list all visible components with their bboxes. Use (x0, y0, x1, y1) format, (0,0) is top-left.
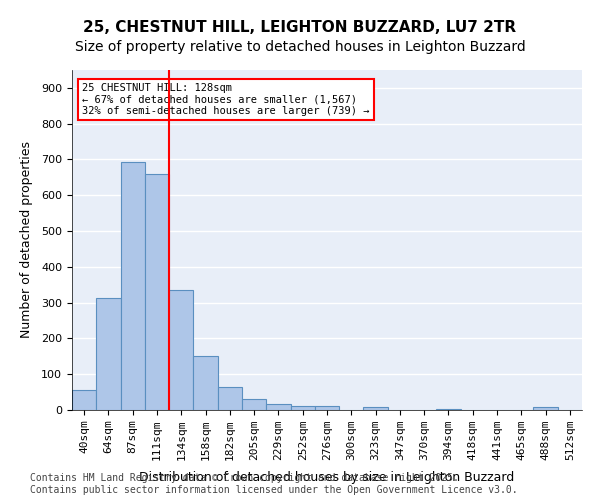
Bar (145, 174, 169, 410)
Bar (315, 406, 339, 410)
Bar (121, 162, 145, 410)
Bar (364, 407, 388, 410)
Bar (436, 408, 461, 410)
Y-axis label: Number of detached properties: Number of detached properties (20, 142, 33, 338)
Text: 25 CHESTNUT HILL: 128sqm
← 67% of detached houses are smaller (1,567)
32% of sem: 25 CHESTNUT HILL: 128sqm ← 67% of detach… (82, 83, 370, 116)
Bar (218, 386, 242, 410)
Bar (72, 390, 96, 410)
Bar (290, 406, 315, 410)
Text: 25, CHESTNUT HILL, LEIGHTON BUZZARD, LU7 2TR: 25, CHESTNUT HILL, LEIGHTON BUZZARD, LU7… (83, 20, 517, 35)
Bar (266, 404, 290, 410)
Bar (533, 408, 558, 410)
Bar (193, 356, 218, 410)
Text: Size of property relative to detached houses in Leighton Buzzard: Size of property relative to detached ho… (74, 40, 526, 54)
Bar (242, 398, 266, 410)
Bar (169, 290, 193, 410)
Bar (96, 298, 121, 410)
Text: Contains HM Land Registry data © Crown copyright and database right 2025.
Contai: Contains HM Land Registry data © Crown c… (30, 474, 518, 495)
X-axis label: Distribution of detached houses by size in Leighton Buzzard: Distribution of detached houses by size … (139, 472, 515, 484)
